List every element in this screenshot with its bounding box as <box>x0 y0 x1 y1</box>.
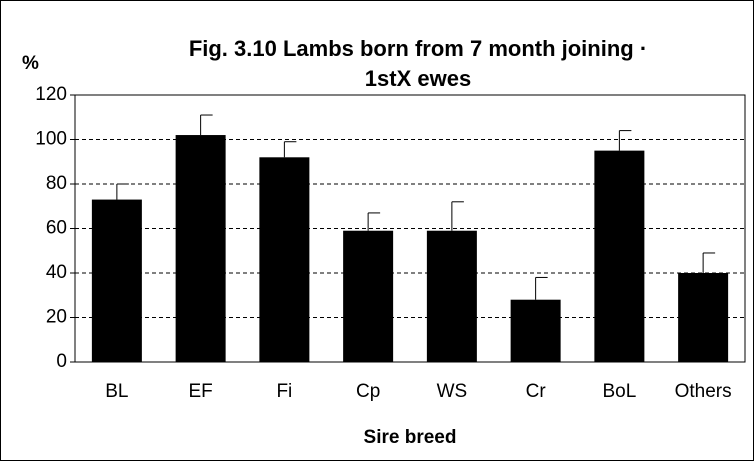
x-tick-label: Cp <box>356 381 380 402</box>
y-tick-label: 100 <box>35 129 67 150</box>
y-tick-label: 40 <box>46 262 67 283</box>
x-tick-label: Others <box>675 381 732 402</box>
bar <box>678 273 729 362</box>
bar <box>343 230 394 362</box>
x-tick-label: WS <box>437 381 468 402</box>
x-tick-label: Fi <box>276 381 292 402</box>
bar <box>594 150 645 362</box>
y-tick-label: 0 <box>56 351 67 372</box>
bar <box>175 135 226 362</box>
bar <box>510 299 561 362</box>
y-tick-label: 120 <box>35 84 67 105</box>
x-tick-label: EF <box>188 381 212 402</box>
bar <box>91 199 142 362</box>
x-tick-label: BL <box>105 381 128 402</box>
x-axis-label: Sire breed <box>364 427 457 448</box>
y-tick-label: 20 <box>46 307 67 328</box>
chart-title: Fig. 3.10 Lambs born from 7 month joinin… <box>189 36 647 61</box>
y-tick-label: 60 <box>46 218 67 239</box>
bar <box>259 157 310 362</box>
plot-frame <box>74 94 746 363</box>
y-axis-label: % <box>22 53 39 74</box>
bar <box>426 230 477 362</box>
y-tick-label: 80 <box>46 173 67 194</box>
x-tick-label: Cr <box>526 381 547 402</box>
chart-title: 1stX ewes <box>365 66 471 91</box>
x-tick-label: BoL <box>602 381 636 402</box>
